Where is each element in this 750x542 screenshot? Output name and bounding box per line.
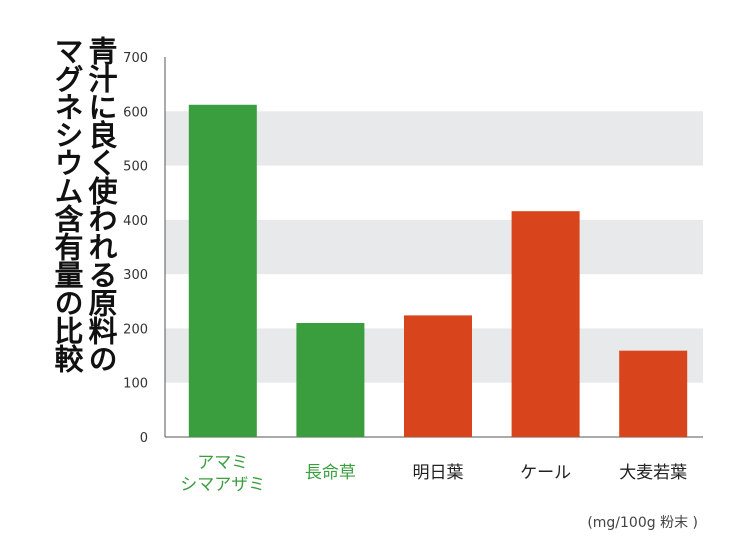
y-tick-label: 200 <box>123 322 148 337</box>
bar <box>511 211 580 437</box>
bar <box>296 323 365 437</box>
chart-title: 青汁に良く使われる原料の マグネシウム含有量の比較 <box>50 36 118 372</box>
x-tick-label: アマミ <box>197 453 248 473</box>
x-tick-label: 大麦若葉 <box>619 463 687 483</box>
y-tick-label: 700 <box>123 51 148 66</box>
x-tick-label: ケール <box>520 463 571 483</box>
x-tick-label: シマアザミ <box>180 475 265 495</box>
y-tick-label: 400 <box>123 214 148 229</box>
y-tick-label: 500 <box>123 160 148 175</box>
unit-label: (mg/100g 粉末 ) <box>587 515 698 531</box>
x-tick-label: 明日葉 <box>413 463 464 483</box>
x-tick-label: 長命草 <box>305 463 356 483</box>
y-tick-label: 100 <box>123 377 148 392</box>
y-tick-label: 300 <box>123 268 148 283</box>
y-tick-label: 600 <box>123 105 148 120</box>
bar <box>404 315 472 437</box>
bar <box>188 104 257 438</box>
y-tick-label: 0 <box>140 431 148 446</box>
bar <box>619 350 688 437</box>
